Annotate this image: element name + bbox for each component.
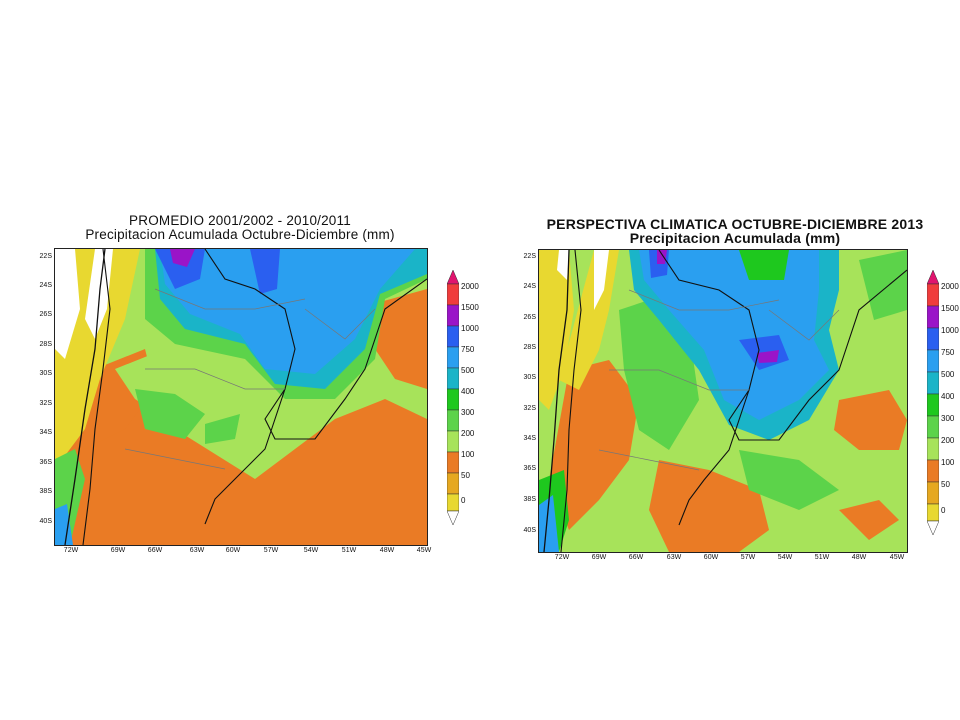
left-lon-label: 48W xyxy=(379,547,395,554)
left-colorbar-label: 1000 xyxy=(461,324,479,333)
left-map-panel: PROMEDIO 2001/2002 - 2010/2011 Precipita… xyxy=(30,214,479,555)
right-lat-label: 24S xyxy=(523,283,536,290)
right-lat-label: 28S xyxy=(523,344,536,351)
left-lat-label: 40S xyxy=(39,518,52,525)
left-colorbar-label: 750 xyxy=(461,345,475,354)
right-title-line2: Precipitacion Acumulada (mm) xyxy=(629,230,841,246)
right-colorbar-label: 1500 xyxy=(941,304,959,313)
right-lat-label: 38S xyxy=(523,496,536,503)
left-lat-label: 22S xyxy=(39,253,52,260)
right-map-panel: PERSPECTIVA CLIMATICA OCTUBRE-DICIEMBRE … xyxy=(480,0,960,720)
right-colorbar-label: 300 xyxy=(941,414,955,423)
right-lon-label: 57W xyxy=(740,554,756,561)
left-title-line2: Precipitacion Acumulada Octubre-Diciembr… xyxy=(85,227,395,242)
left-precipitation-map xyxy=(54,248,428,546)
left-lon-label: 45W xyxy=(416,547,432,554)
left-colorbar-label: 2000 xyxy=(461,282,479,291)
right-lon-label: 69W xyxy=(591,554,607,561)
right-colorbar: 2000 1500 1000 750 500 400 300 200 100 5… xyxy=(926,269,960,536)
right-colorbar-label: 100 xyxy=(941,458,955,467)
right-precipitation-map xyxy=(538,249,908,553)
left-colorbar: 2000 1500 1000 750 500 400 300 200 100 5… xyxy=(446,269,487,526)
left-lon-label: 57W xyxy=(263,547,279,554)
right-colorbar-label: 1000 xyxy=(941,326,959,335)
left-lon-label: 69W xyxy=(110,547,126,554)
right-lon-label: 54W xyxy=(777,554,793,561)
right-lon-label: 60W xyxy=(703,554,719,561)
right-colorbar-label: 50 xyxy=(941,480,950,489)
right-lon-label: 66W xyxy=(628,554,644,561)
left-map-canvas xyxy=(55,249,427,545)
left-colorbar-label: 500 xyxy=(461,366,475,375)
right-lat-label: 26S xyxy=(523,314,536,321)
left-lon-label: 72W xyxy=(63,547,79,554)
right-map-canvas xyxy=(539,250,907,552)
right-lat-label: 34S xyxy=(523,435,536,442)
right-lat-label: 40S xyxy=(523,527,536,534)
left-lat-label: 26S xyxy=(39,311,52,318)
left-lat-label: 32S xyxy=(39,400,52,407)
right-lon-label: 51W xyxy=(814,554,830,561)
left-lon-label: 66W xyxy=(147,547,163,554)
left-colorbar-label: 200 xyxy=(461,429,475,438)
left-map-title: PROMEDIO 2001/2002 - 2010/2011 Precipita… xyxy=(30,214,450,242)
left-lon-label: 54W xyxy=(303,547,319,554)
left-lat-label: 36S xyxy=(39,459,52,466)
right-colorbar-label: 200 xyxy=(941,436,955,445)
right-title-line1: PERSPECTIVA CLIMATICA OCTUBRE-DICIEMBRE … xyxy=(546,216,924,232)
left-colorbar-label: 0 xyxy=(461,496,466,505)
left-lat-label: 28S xyxy=(39,341,52,348)
right-lat-label: 36S xyxy=(523,465,536,472)
left-colorbar-label: 300 xyxy=(461,408,475,417)
right-colorbar-label: 2000 xyxy=(941,282,959,291)
left-lat-label: 30S xyxy=(39,370,52,377)
right-colorbar-label: 0 xyxy=(941,506,946,515)
left-lat-label: 34S xyxy=(39,429,52,436)
right-lon-label: 72W xyxy=(554,554,570,561)
right-lon-label: 48W xyxy=(851,554,867,561)
right-lon-label: 63W xyxy=(666,554,682,561)
right-lat-label: 22S xyxy=(523,253,536,260)
left-colorbar-label: 400 xyxy=(461,387,475,396)
left-lat-label: 38S xyxy=(39,488,52,495)
left-title-line1: PROMEDIO 2001/2002 - 2010/2011 xyxy=(129,213,351,228)
right-colorbar-label: 750 xyxy=(941,348,955,357)
left-lon-label: 60W xyxy=(225,547,241,554)
right-map-title: PERSPECTIVA CLIMATICA OCTUBRE-DICIEMBRE … xyxy=(510,217,960,245)
right-lon-label: 45W xyxy=(889,554,905,561)
right-colorbar-label: 400 xyxy=(941,392,955,401)
left-colorbar-label: 1500 xyxy=(461,303,479,312)
left-lat-label: 24S xyxy=(39,282,52,289)
left-colorbar-label: 100 xyxy=(461,450,475,459)
right-colorbar-label: 500 xyxy=(941,370,955,379)
right-lat-label: 32S xyxy=(523,405,536,412)
left-lon-label: 51W xyxy=(341,547,357,554)
right-lat-label: 30S xyxy=(523,374,536,381)
left-colorbar-label: 50 xyxy=(461,471,470,480)
left-lon-label: 63W xyxy=(189,547,205,554)
left-colorbar-scale xyxy=(446,269,460,526)
right-colorbar-scale xyxy=(926,269,940,536)
